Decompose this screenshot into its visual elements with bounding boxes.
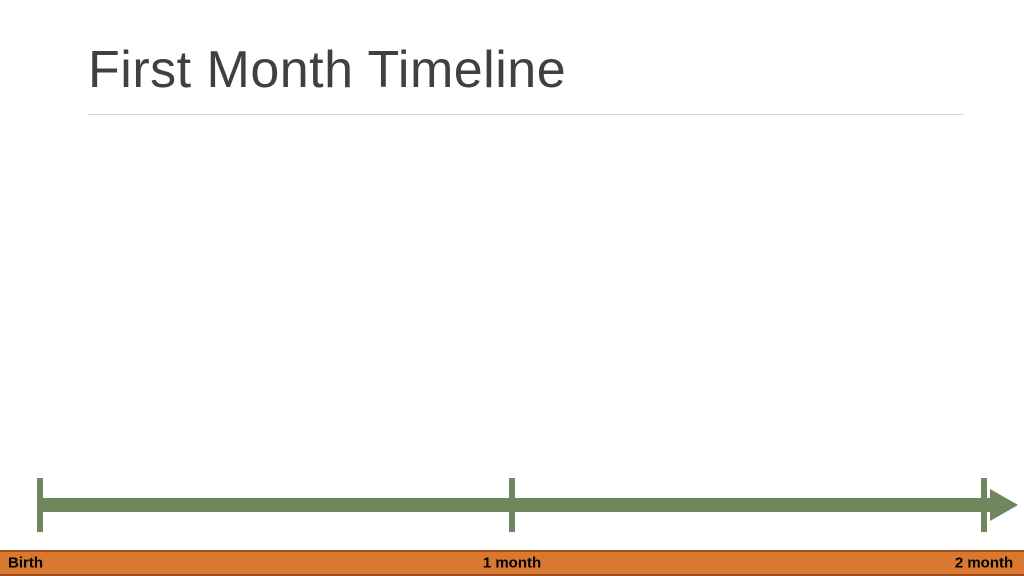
timeline-arrow-shaft	[40, 498, 990, 512]
timeline-tick-2	[981, 478, 987, 532]
timeline-arrow	[40, 498, 1018, 512]
title-block: First Month Timeline	[88, 40, 964, 115]
page-title: First Month Timeline	[88, 40, 964, 100]
title-underline	[88, 114, 964, 115]
timeline-tick-1	[509, 478, 515, 532]
timeline-label-1: 1 month	[483, 555, 541, 572]
timeline-label-2: 2 month	[955, 555, 1013, 572]
timeline: Birth 1 month 2 month	[0, 456, 1024, 576]
timeline-tick-0	[37, 478, 43, 532]
timeline-label-band: Birth 1 month 2 month	[0, 550, 1024, 576]
timeline-arrow-head	[990, 489, 1018, 521]
timeline-label-0: Birth	[8, 555, 43, 572]
